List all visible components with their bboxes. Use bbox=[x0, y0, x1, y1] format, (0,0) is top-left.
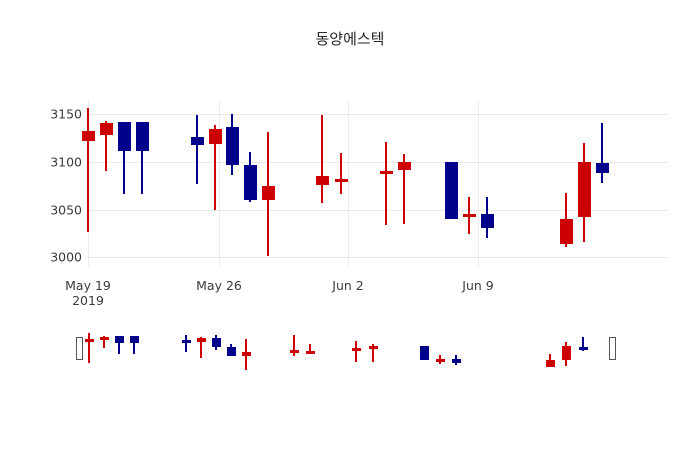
navigator-candle-body bbox=[351, 348, 361, 352]
candle-wick bbox=[196, 115, 198, 184]
navigator-candle-wick bbox=[133, 336, 135, 355]
candle-body bbox=[135, 121, 149, 151]
candle-body bbox=[117, 121, 131, 151]
navigator-candle-wick bbox=[355, 341, 357, 362]
candle-body bbox=[577, 162, 591, 218]
main-plot-area bbox=[81, 100, 668, 267]
x-tick-label: May 26 bbox=[196, 278, 242, 293]
candle-wick bbox=[123, 121, 125, 195]
candle-wick bbox=[214, 124, 216, 210]
x-gridline bbox=[348, 100, 349, 267]
chart-title: 동양에스텍 bbox=[315, 30, 385, 48]
navigator-candle-body bbox=[289, 349, 299, 353]
navigator-candle-body bbox=[368, 346, 378, 350]
navigator-candle-wick bbox=[309, 344, 311, 355]
navigator-candle-body bbox=[196, 338, 206, 342]
x-axis: May 19 2019 May 26 Jun 2 Jun 9 bbox=[65, 278, 668, 314]
navigator-candle-body bbox=[451, 359, 461, 363]
candle-wick bbox=[601, 122, 603, 183]
navigator-candle-body bbox=[99, 336, 109, 340]
navigator-handle-left[interactable] bbox=[76, 337, 83, 360]
y-gridline bbox=[88, 257, 668, 259]
candle-body bbox=[595, 162, 609, 173]
y-axis: 3150 3100 3050 3000 bbox=[32, 100, 82, 267]
x-tick-label: Jun 2 bbox=[332, 278, 364, 293]
candle-wick bbox=[141, 121, 143, 195]
range-navigator[interactable] bbox=[60, 325, 640, 377]
y-tick-label: 3150 bbox=[50, 106, 82, 122]
navigator-candle-body bbox=[114, 336, 124, 344]
navigator-candle-wick bbox=[118, 336, 120, 355]
navigator-candle-body bbox=[181, 340, 191, 344]
candle-body bbox=[444, 162, 458, 220]
navigator-candle-wick bbox=[372, 344, 374, 362]
candle-wick bbox=[87, 107, 89, 232]
navigator-candle-body bbox=[419, 346, 429, 361]
navigator-candle-body bbox=[545, 360, 555, 367]
candle-body bbox=[243, 164, 257, 201]
candle-body bbox=[480, 213, 494, 228]
candle-body bbox=[559, 219, 573, 245]
candle-body bbox=[225, 126, 239, 165]
y-gridline bbox=[88, 114, 668, 116]
candle-body bbox=[315, 176, 329, 185]
x-tick-label: May 19 2019 bbox=[65, 278, 111, 308]
navigator-candle-body bbox=[305, 350, 315, 354]
candle-body bbox=[397, 162, 411, 170]
candle-body bbox=[208, 128, 222, 144]
candle-body bbox=[379, 170, 393, 174]
candle-wick bbox=[403, 154, 405, 225]
navigator-handle-right[interactable] bbox=[609, 337, 616, 360]
navigator-candle-wick bbox=[103, 336, 105, 349]
candle-wick bbox=[105, 120, 107, 171]
candle-body bbox=[261, 185, 275, 201]
x-tick-label: Jun 9 bbox=[462, 278, 494, 293]
y-tick-label: 3100 bbox=[50, 154, 82, 170]
x-gridline bbox=[219, 100, 220, 267]
navigator-candle-body bbox=[561, 346, 571, 360]
y-tick-label: 3050 bbox=[50, 202, 82, 218]
candle-body bbox=[99, 122, 113, 136]
candle-wick bbox=[385, 141, 387, 225]
navigator-candle-wick bbox=[185, 334, 187, 352]
candle-body bbox=[334, 179, 348, 183]
navigator-candle-body bbox=[84, 338, 94, 342]
y-gridline bbox=[88, 162, 668, 164]
candle-body bbox=[462, 213, 476, 218]
navigator-candle-wick bbox=[582, 336, 584, 352]
navigator-candle-body bbox=[578, 346, 588, 350]
y-gridline bbox=[88, 209, 668, 211]
navigator-candle-wick bbox=[293, 334, 295, 357]
candle-wick bbox=[340, 153, 342, 194]
x-gridline bbox=[478, 100, 479, 267]
navigator-candle-body bbox=[211, 337, 221, 347]
navigator-candle-body bbox=[129, 336, 139, 344]
navigator-candle-body bbox=[435, 359, 445, 362]
candle-wick bbox=[321, 115, 323, 204]
navigator-candle-wick bbox=[200, 337, 202, 359]
navigator-candle-wick bbox=[88, 332, 90, 364]
navigator-candle-body bbox=[241, 352, 251, 356]
candle-body bbox=[81, 131, 95, 142]
navigator-candle-body bbox=[226, 347, 236, 356]
candle-body bbox=[190, 137, 204, 145]
y-tick-label: 3000 bbox=[50, 249, 82, 265]
